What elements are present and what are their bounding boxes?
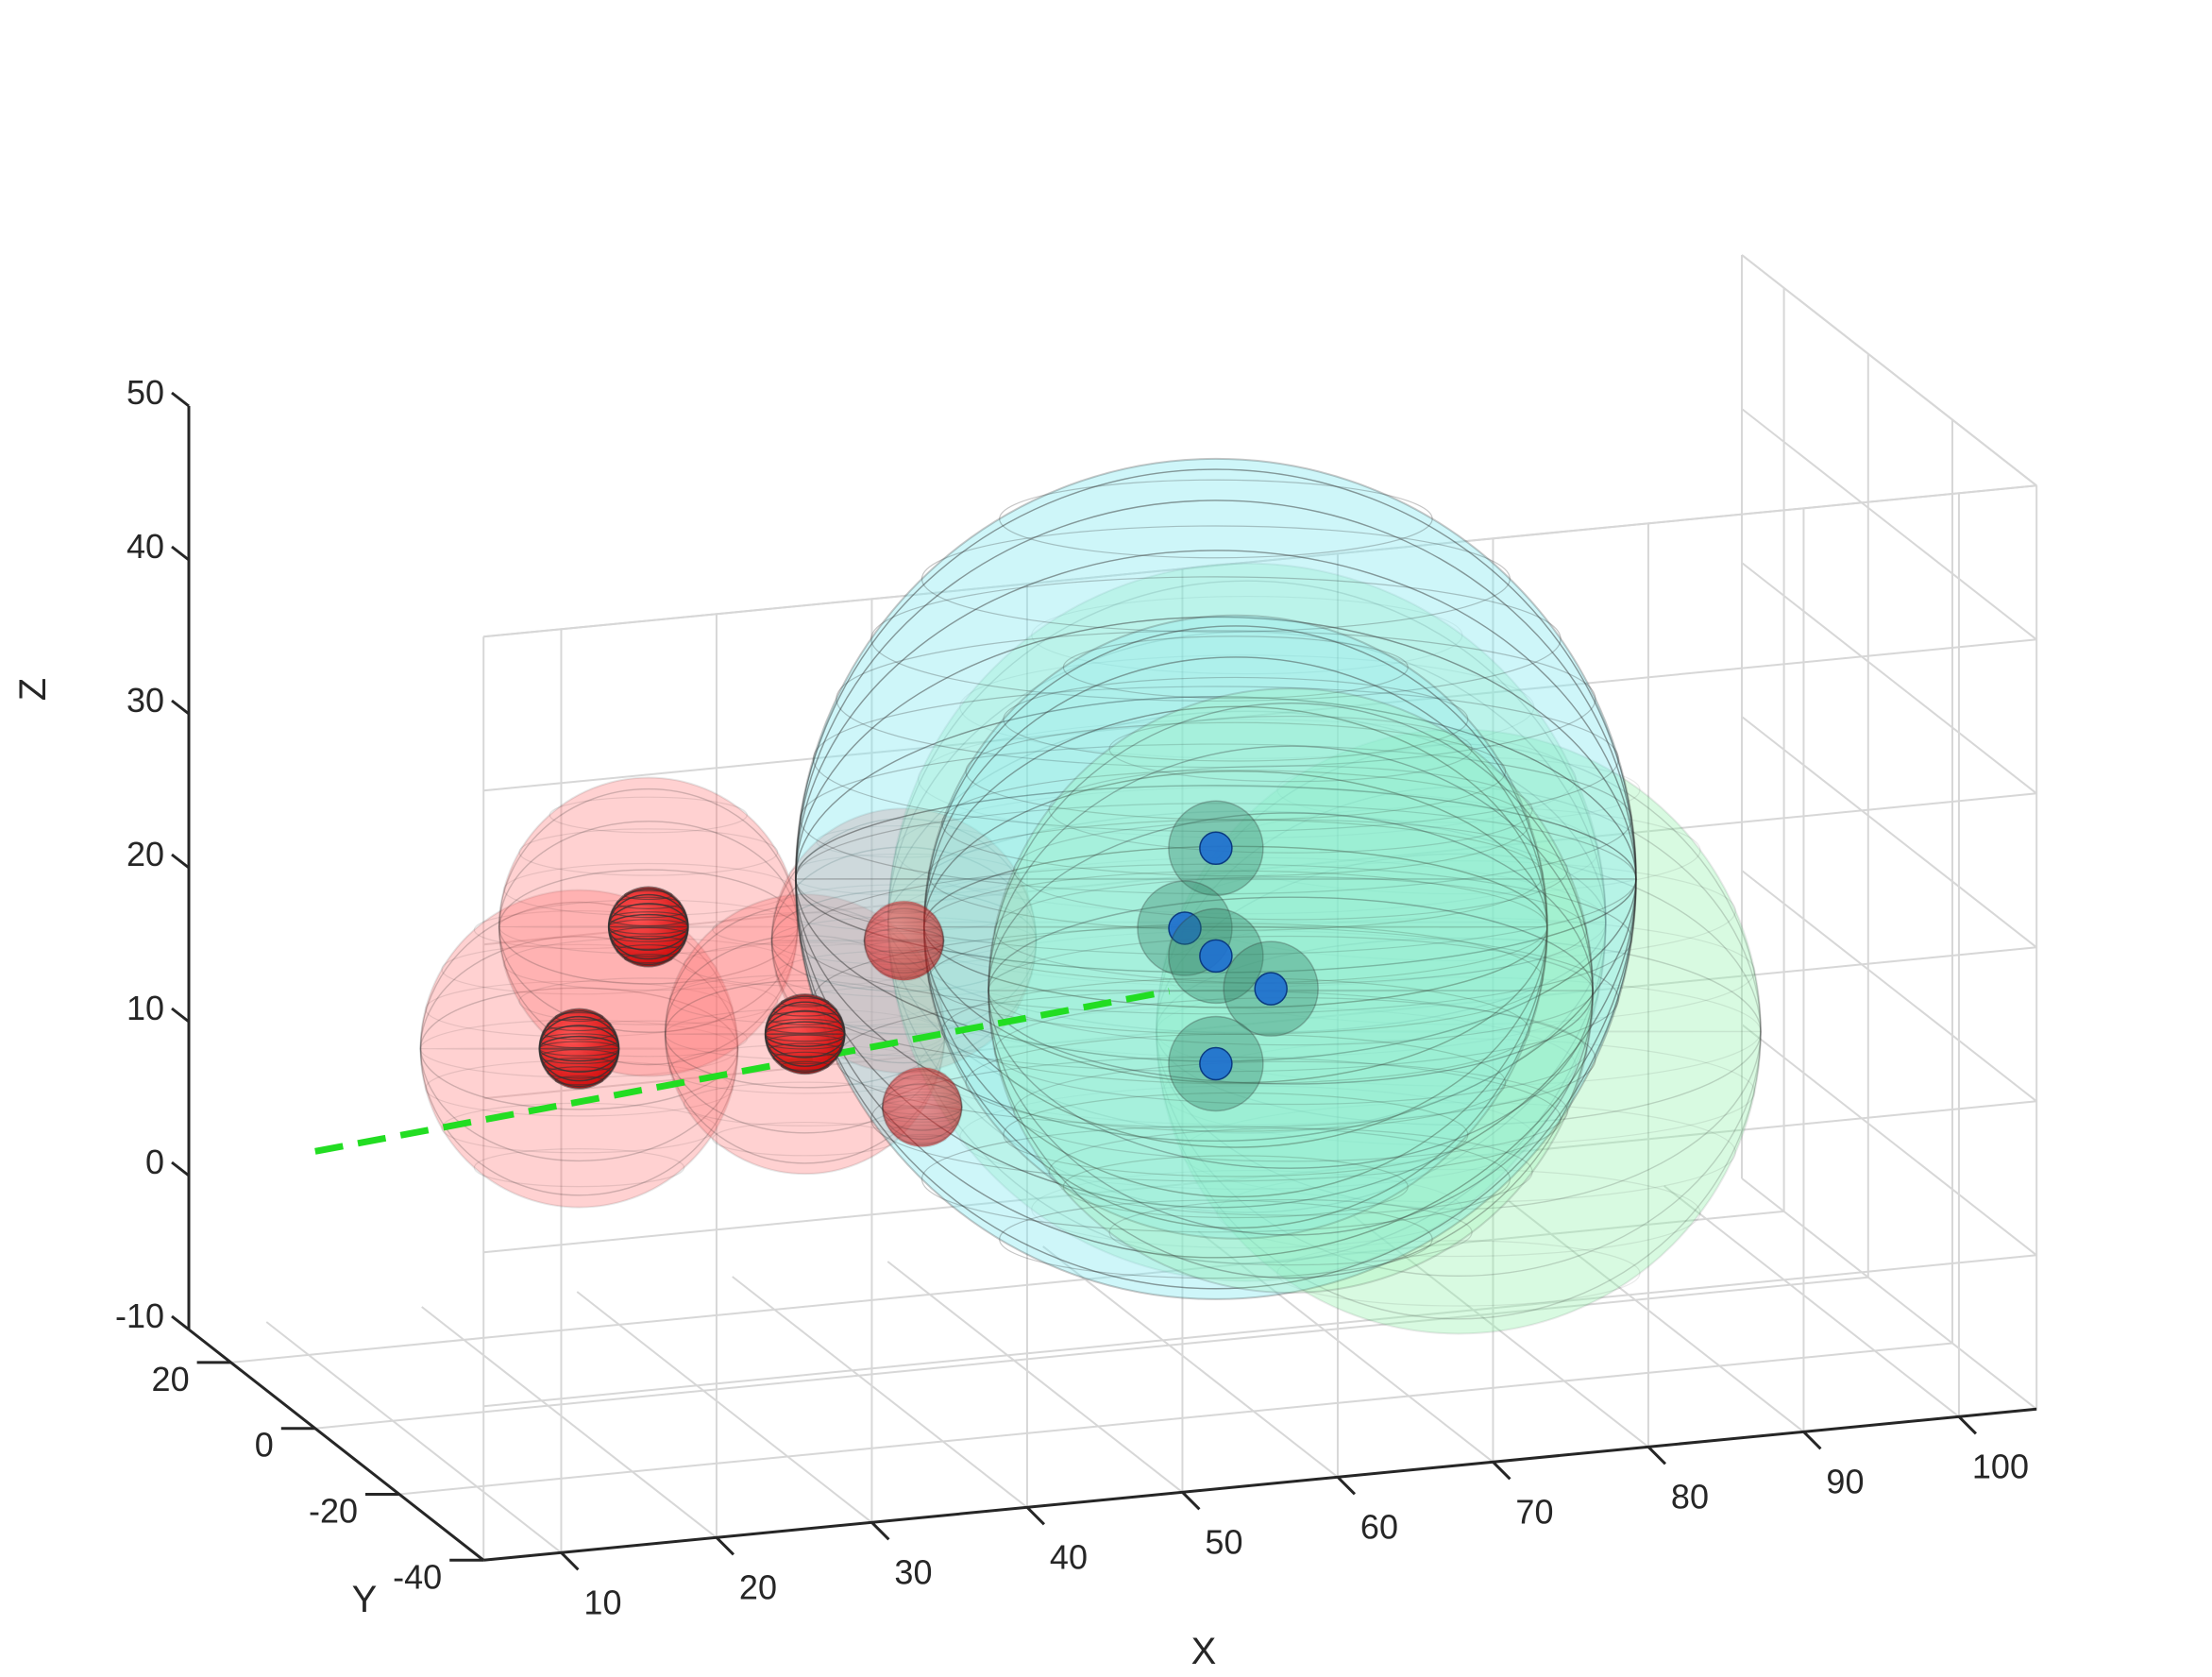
y-axis-line [188,1328,485,1562]
grid-line [1741,408,2037,641]
transparent-spheres [419,457,1762,1335]
z-tick-label: 20 [127,835,164,873]
grid-line [230,1210,1784,1364]
red-point [881,1066,963,1148]
z-tick [171,391,190,408]
path-line [314,988,1171,1155]
y-tick-label: 20 [152,1360,190,1398]
axes [171,391,2037,1571]
grid-line [1197,1230,1494,1464]
x-tick-label: 20 [739,1567,777,1606]
x-tick-label: 40 [1050,1537,1088,1576]
z-axis-label: Z [12,678,54,701]
grid-line [398,1342,1953,1496]
red-point [863,900,945,982]
grid-line [1663,1185,1960,1418]
x-tick [715,1536,735,1556]
x-tick [1492,1461,1511,1481]
grid-line [265,1321,563,1554]
x-axis-line [483,1407,2037,1562]
grid-line [1741,716,2037,949]
grid-line [732,1276,1028,1509]
grid-line [1741,1024,2037,1257]
grid-line [483,484,2037,638]
x-tick [1802,1431,1822,1450]
grid-line [1042,1245,1339,1479]
y-axis-label: Y [352,1579,378,1620]
green-coverage-sphere [1155,728,1762,1335]
grid-line [1741,562,2037,795]
red-point [538,1008,620,1090]
x-tick-label: 80 [1671,1477,1709,1516]
z-tick [171,1007,190,1024]
blue-point [1168,911,1202,945]
z-tick-label: 30 [127,681,164,720]
red-point [607,886,689,968]
red-point [764,993,846,1076]
x-tick [870,1521,890,1541]
grid-line [483,638,2037,792]
x-tick [1646,1446,1667,1465]
grid-line [1741,254,2037,487]
grid-line [576,1291,873,1524]
x-tick-label: 70 [1515,1492,1553,1531]
x-tick-label: 60 [1360,1507,1398,1546]
z-tick-label: 40 [127,527,164,566]
y-tick-label: 0 [255,1426,274,1465]
grid-line [314,1276,1868,1430]
grid-line [483,792,2037,946]
grid-lines [230,254,2038,1562]
blue-point [1199,831,1233,866]
grid-line [1353,1215,1649,1448]
green-path-layer [314,988,1171,1155]
x-tick-label: 10 [583,1583,621,1621]
z-tick [171,1314,190,1331]
x-tick [560,1551,580,1571]
green-coverage-sphere [988,687,1595,1295]
blue-point [1199,1046,1233,1081]
z-tick-label: 50 [127,373,164,412]
z-tick-label: -10 [115,1296,164,1335]
grid-line [1508,1200,1805,1433]
grid-line [1741,870,2037,1103]
z-tick [171,545,190,562]
z-tick [171,699,190,716]
x-tick-label: 90 [1826,1462,1864,1500]
x-tick-label: 30 [894,1552,932,1591]
grid-line [483,1100,2037,1254]
x-tick [1957,1415,1978,1435]
x-tick [1181,1491,1201,1511]
z-tick-label: 10 [127,989,164,1027]
point-spheres [538,800,1319,1148]
x-tick-label: 100 [1972,1447,2029,1485]
blue-point [1199,939,1233,974]
x-axis-label: X [1191,1631,1217,1672]
z-tick [171,853,190,870]
z-tick [171,1160,190,1177]
grid-line [1741,1177,2037,1411]
grid-line [886,1261,1184,1494]
blue-point [1254,972,1288,1006]
x-tick [1025,1506,1046,1526]
z-tick-label: 0 [145,1143,164,1181]
x-tick [1336,1476,1357,1496]
grid-line [483,1254,2037,1408]
cyan-coverage-sphere [794,457,1637,1300]
x-tick-label: 50 [1205,1522,1242,1561]
grid-line [421,1306,718,1539]
y-tick-label: -40 [393,1557,442,1596]
y-tick-label: -20 [309,1492,358,1531]
